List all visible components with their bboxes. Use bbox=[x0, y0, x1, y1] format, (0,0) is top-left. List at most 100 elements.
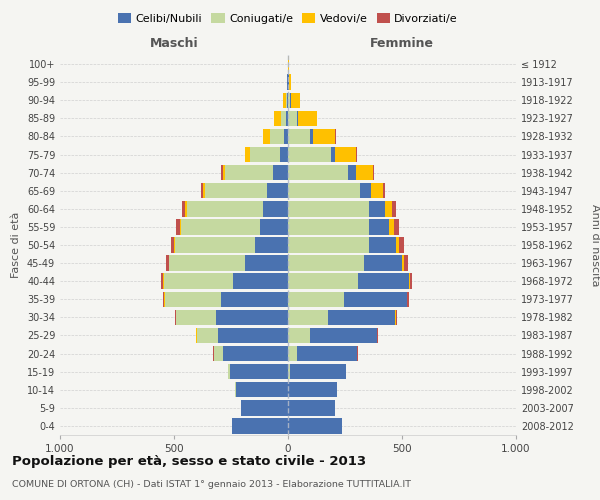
Bar bbox=[170, 238, 174, 252]
Bar bbox=[174, 238, 175, 252]
Bar bbox=[280, 147, 288, 162]
Bar bbox=[383, 183, 385, 198]
Bar bbox=[283, 92, 286, 108]
Bar bbox=[389, 219, 394, 234]
Bar bbox=[344, 292, 407, 307]
Bar bbox=[349, 165, 356, 180]
Bar bbox=[400, 238, 404, 252]
Bar bbox=[263, 201, 288, 216]
Bar bbox=[288, 183, 360, 198]
Legend: Celibi/Nubili, Coniugati/e, Vedovi/e, Divorziati/e: Celibi/Nubili, Coniugati/e, Vedovi/e, Di… bbox=[116, 11, 460, 26]
Bar bbox=[289, 400, 335, 415]
Bar bbox=[369, 201, 385, 216]
Bar bbox=[221, 292, 288, 307]
Bar bbox=[273, 165, 288, 180]
Bar bbox=[396, 310, 397, 325]
Bar bbox=[296, 346, 357, 362]
Bar bbox=[218, 328, 288, 343]
Bar bbox=[298, 110, 317, 126]
Bar bbox=[364, 256, 402, 271]
Bar bbox=[407, 292, 409, 307]
Bar bbox=[236, 382, 288, 398]
Bar bbox=[214, 346, 223, 362]
Bar bbox=[164, 274, 233, 289]
Y-axis label: Fasce di età: Fasce di età bbox=[11, 212, 21, 278]
Bar bbox=[216, 310, 288, 325]
Bar bbox=[221, 165, 223, 180]
Bar bbox=[288, 328, 310, 343]
Bar bbox=[281, 110, 286, 126]
Bar bbox=[163, 292, 164, 307]
Bar bbox=[286, 92, 287, 108]
Bar bbox=[180, 219, 181, 234]
Bar bbox=[288, 346, 296, 362]
Bar bbox=[288, 310, 328, 325]
Bar bbox=[288, 147, 331, 162]
Bar bbox=[161, 274, 163, 289]
Bar bbox=[395, 310, 396, 325]
Bar bbox=[288, 165, 349, 180]
Bar bbox=[187, 201, 263, 216]
Bar bbox=[288, 364, 290, 380]
Bar bbox=[203, 183, 205, 198]
Bar bbox=[404, 256, 408, 271]
Bar bbox=[176, 219, 180, 234]
Bar bbox=[371, 183, 383, 198]
Bar bbox=[296, 110, 298, 126]
Bar bbox=[356, 165, 373, 180]
Bar bbox=[200, 183, 203, 198]
Bar bbox=[335, 147, 356, 162]
Bar bbox=[289, 382, 337, 398]
Bar bbox=[223, 165, 226, 180]
Bar bbox=[268, 183, 288, 198]
Y-axis label: Anni di nascita: Anni di nascita bbox=[590, 204, 600, 286]
Bar bbox=[245, 256, 288, 271]
Text: Maschi: Maschi bbox=[149, 36, 199, 50]
Bar bbox=[358, 274, 409, 289]
Bar bbox=[328, 310, 395, 325]
Bar bbox=[182, 201, 185, 216]
Bar bbox=[205, 183, 268, 198]
Bar bbox=[287, 92, 288, 108]
Bar bbox=[284, 128, 288, 144]
Bar bbox=[288, 128, 310, 144]
Bar bbox=[410, 274, 412, 289]
Bar bbox=[373, 165, 374, 180]
Bar bbox=[409, 274, 410, 289]
Bar bbox=[360, 183, 371, 198]
Bar bbox=[356, 147, 358, 162]
Bar bbox=[369, 238, 396, 252]
Text: COMUNE DI ORTONA (CH) - Dati ISTAT 1° gennaio 2013 - Elaborazione TUTTITALIA.IT: COMUNE DI ORTONA (CH) - Dati ISTAT 1° ge… bbox=[12, 480, 411, 489]
Bar bbox=[289, 74, 291, 90]
Bar bbox=[233, 274, 288, 289]
Bar bbox=[396, 238, 400, 252]
Bar bbox=[289, 418, 342, 434]
Bar bbox=[313, 128, 335, 144]
Bar bbox=[250, 147, 280, 162]
Bar bbox=[175, 238, 255, 252]
Bar bbox=[288, 92, 290, 108]
Bar bbox=[290, 92, 291, 108]
Bar bbox=[369, 219, 389, 234]
Bar bbox=[163, 274, 164, 289]
Bar bbox=[310, 328, 377, 343]
Bar bbox=[288, 110, 296, 126]
Bar bbox=[255, 238, 288, 252]
Bar bbox=[331, 147, 335, 162]
Bar bbox=[394, 219, 400, 234]
Bar bbox=[175, 310, 176, 325]
Bar bbox=[166, 256, 169, 271]
Bar bbox=[286, 110, 288, 126]
Bar bbox=[165, 292, 221, 307]
Bar bbox=[288, 292, 344, 307]
Bar bbox=[288, 219, 369, 234]
Bar bbox=[245, 147, 250, 162]
Text: Femmine: Femmine bbox=[370, 36, 434, 50]
Bar bbox=[402, 256, 404, 271]
Bar bbox=[274, 110, 281, 126]
Bar bbox=[270, 128, 284, 144]
Bar bbox=[232, 418, 288, 434]
Bar bbox=[291, 92, 300, 108]
Bar bbox=[185, 201, 187, 216]
Bar bbox=[288, 256, 364, 271]
